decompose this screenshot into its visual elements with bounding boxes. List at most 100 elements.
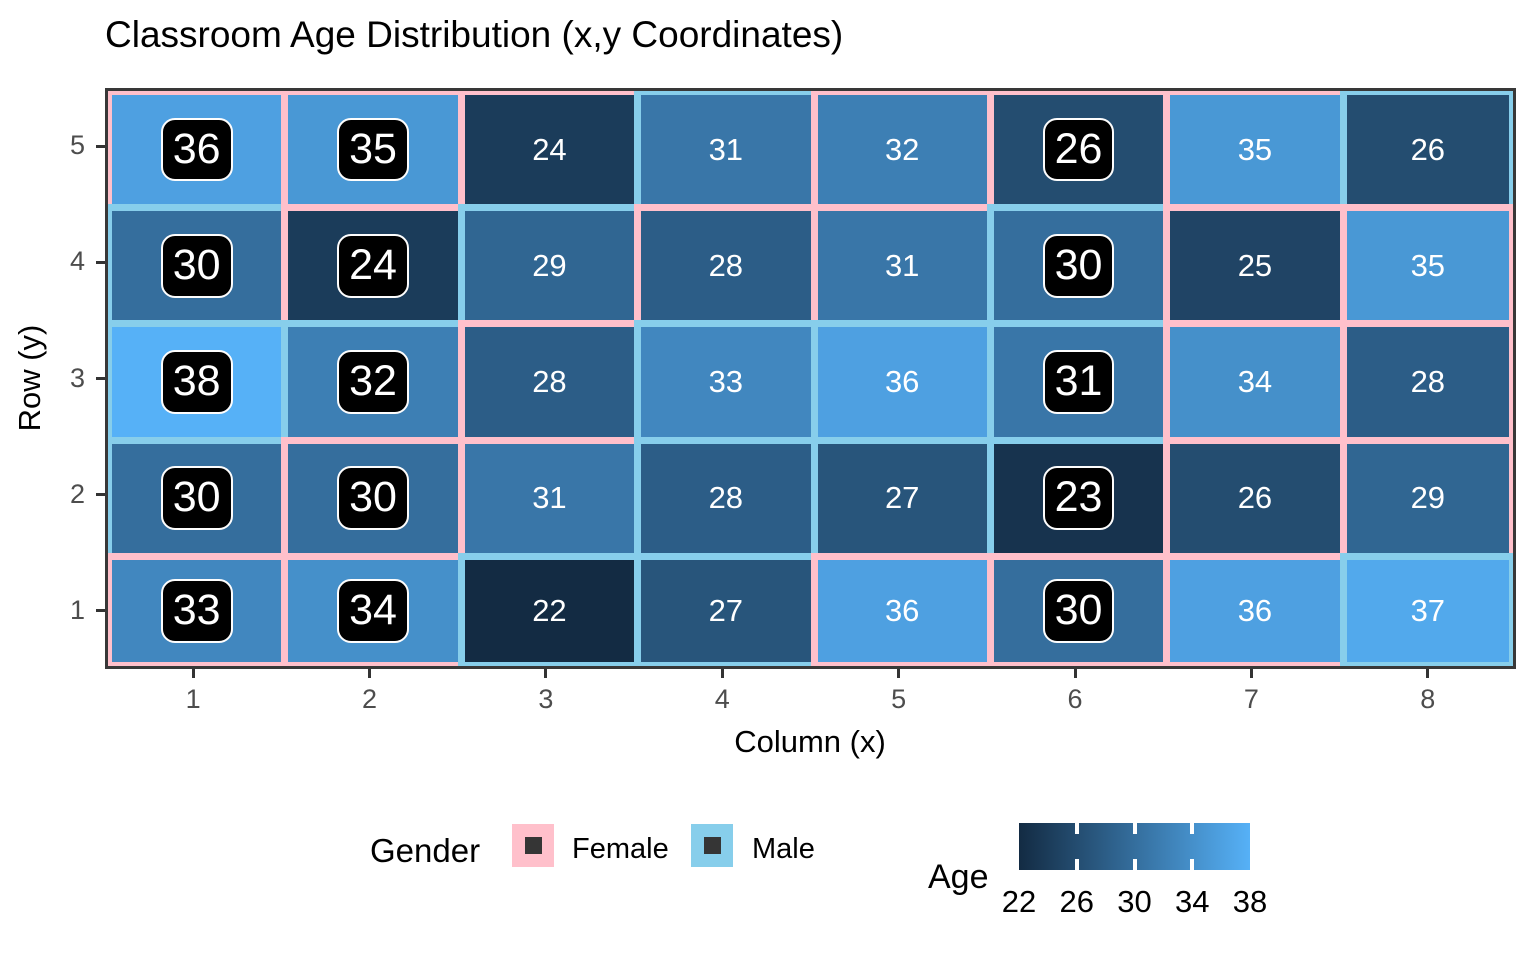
- heatmap-panel: 36 35 24 31 32 26 35 26 30 24 29 28 31 30 25 35 38 32 28 33…: [105, 88, 1516, 669]
- tile-x1-y3: 38: [105, 320, 282, 437]
- x-tick-mark: [1426, 669, 1430, 678]
- x-tick-mark: [544, 669, 548, 678]
- x-tick-label: 7: [1243, 684, 1259, 714]
- age-label: 35: [1410, 247, 1446, 283]
- age-label-boxed: 30: [160, 233, 233, 298]
- colorbar-tick-mark: [1132, 859, 1137, 870]
- x-tick-label: 1: [185, 684, 201, 714]
- male-legend-label: Male: [752, 833, 815, 865]
- tile-x3-y4: 29: [457, 204, 635, 321]
- tile-x1-y1: 33: [105, 552, 282, 669]
- tile-x2-y2: 30: [281, 436, 458, 553]
- age-label: 24: [532, 131, 567, 167]
- tile-x5-y2: 27: [810, 436, 987, 553]
- age-label: 31: [532, 480, 567, 516]
- age-label: 28: [708, 247, 744, 283]
- age-colorbar: [1019, 823, 1250, 870]
- male-legend-key: [691, 824, 733, 867]
- tile-x4-y2: 28: [634, 436, 811, 553]
- tile-x7-y2: 26: [1163, 436, 1340, 553]
- colorbar-tick-label: 34: [1175, 884, 1210, 919]
- age-label: 22: [532, 592, 567, 628]
- tile-x4-y3: 33: [634, 320, 811, 437]
- colorbar-tick-label: 30: [1117, 884, 1152, 919]
- age-label-boxed: 35: [337, 117, 409, 182]
- age-label: 36: [884, 363, 920, 399]
- tile-x1-y2: 30: [105, 436, 282, 553]
- tile-x8-y1: 37: [1339, 552, 1516, 669]
- x-tick-mark: [897, 669, 901, 678]
- tile-x3-y3: 28: [457, 320, 635, 437]
- tile-x4-y5: 31: [634, 88, 811, 205]
- age-label-boxed: 34: [337, 579, 409, 643]
- tile-x1-y5: 36: [105, 88, 282, 205]
- colorbar-tick-mark: [1190, 859, 1195, 870]
- heatmap-grid: 36 35 24 31 32 26 35 26 30 24 29 28 31 30 25 35 38 32 28 33…: [105, 88, 1516, 669]
- age-label: 28: [532, 363, 567, 399]
- age-label: 29: [1410, 480, 1446, 516]
- tile-x2-y4: 24: [281, 204, 458, 321]
- tile-x4-y1: 27: [634, 552, 811, 669]
- tile-x3-y2: 31: [457, 436, 635, 553]
- age-label-boxed: 30: [1042, 579, 1115, 643]
- age-label: 36: [884, 592, 920, 628]
- y-axis-title: Row (y): [12, 324, 47, 432]
- age-label: 34: [1237, 363, 1273, 399]
- x-tick-label: 2: [362, 684, 378, 714]
- age-label-boxed: 23: [1042, 466, 1115, 531]
- age-label: 32: [884, 131, 920, 167]
- age-label-boxed: 38: [160, 350, 233, 414]
- tile-x5-y3: 36: [810, 320, 987, 437]
- tile-x2-y1: 34: [281, 552, 458, 669]
- age-label: 28: [1410, 363, 1446, 399]
- age-label: 37: [1410, 592, 1446, 628]
- x-tick-label: 3: [538, 684, 554, 714]
- tile-x6-y1: 30: [986, 552, 1164, 669]
- x-tick-mark: [1249, 669, 1253, 678]
- x-tick-label: 5: [891, 684, 907, 714]
- colorbar-tick-mark: [1132, 823, 1137, 834]
- colorbar-tick-mark: [1074, 823, 1079, 834]
- tile-x8-y4: 35: [1339, 204, 1516, 321]
- y-tick-mark: [96, 609, 105, 613]
- age-label-boxed: 36: [160, 117, 233, 182]
- female-key-swatch-icon: [524, 837, 542, 854]
- y-tick-mark: [96, 260, 105, 264]
- tile-x4-y4: 28: [634, 204, 811, 321]
- y-tick-label: 4: [69, 246, 85, 277]
- y-tick-label: 3: [69, 362, 85, 393]
- x-tick-label: 6: [1067, 684, 1083, 714]
- age-label: 35: [1237, 131, 1273, 167]
- tile-x3-y1: 22: [457, 552, 635, 669]
- age-label-boxed: 30: [160, 466, 233, 531]
- age-label-boxed: 26: [1042, 117, 1115, 182]
- age-label-boxed: 30: [337, 466, 409, 531]
- tile-x3-y5: 24: [457, 88, 635, 205]
- colorbar-tick-label: 22: [1001, 884, 1037, 919]
- tile-x7-y5: 35: [1163, 88, 1340, 205]
- tile-x7-y1: 36: [1163, 552, 1340, 669]
- tile-x6-y4: 30: [986, 204, 1164, 321]
- colorbar-tick-label: 38: [1232, 884, 1268, 919]
- x-tick-mark: [191, 669, 195, 678]
- tile-x1-y4: 30: [105, 204, 282, 321]
- y-tick-mark: [96, 493, 105, 497]
- tile-x6-y2: 23: [986, 436, 1164, 553]
- colorbar-tick-label: 26: [1059, 884, 1094, 919]
- female-legend-label: Female: [572, 833, 669, 865]
- age-label-boxed: 33: [160, 579, 233, 643]
- tile-x5-y5: 32: [810, 88, 987, 205]
- x-tick-mark: [1073, 669, 1077, 678]
- tile-x2-y3: 32: [281, 320, 458, 437]
- female-legend-key: [512, 824, 554, 867]
- tile-x5-y1: 36: [810, 552, 987, 669]
- tile-x8-y3: 28: [1339, 320, 1516, 437]
- x-tick-mark: [720, 669, 724, 678]
- age-label: 28: [708, 480, 744, 516]
- age-label-boxed: 24: [337, 233, 409, 298]
- x-tick-label: 8: [1420, 684, 1436, 714]
- gender-legend-title: Gender: [370, 832, 481, 869]
- male-key-swatch-icon: [703, 837, 721, 854]
- y-tick-label: 1: [69, 594, 85, 625]
